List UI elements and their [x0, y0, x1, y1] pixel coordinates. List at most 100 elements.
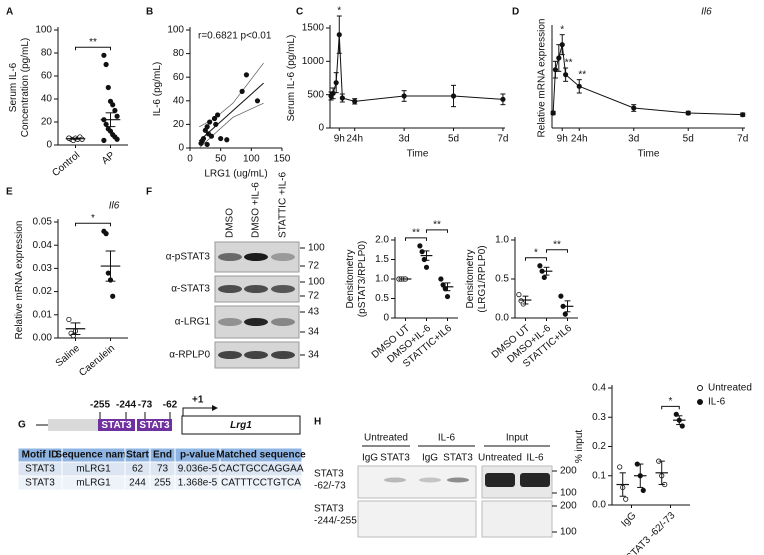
data-point [224, 137, 230, 143]
table-cell-text: CACTGCCAGGAA [218, 464, 303, 475]
y-axis-label: Serum IL-6 (pg/mL) [286, 35, 297, 122]
y-tick-label: 0 [318, 123, 324, 134]
legend-marker [697, 399, 703, 405]
data-point [558, 293, 564, 299]
group-label: IL-6 [438, 433, 456, 444]
data-point [211, 115, 218, 122]
y-tick-label: 80 [173, 48, 185, 59]
regression-line [198, 82, 264, 142]
data-point [204, 141, 210, 148]
promoter-region [48, 419, 98, 431]
data-point [617, 464, 623, 470]
significance-label: ** [578, 69, 586, 80]
blot-band [218, 285, 242, 293]
legend-label: IL-6 [708, 397, 726, 408]
blot-band [485, 473, 515, 487]
y-tick-label: 0.01 [33, 309, 53, 320]
legend-marker [697, 385, 703, 391]
y-tick-label: 60 [173, 72, 185, 83]
table-header: Sequence name [55, 450, 132, 461]
blot-band [271, 351, 295, 359]
data-point [631, 105, 637, 111]
y-tick-label: 0.5 [495, 274, 509, 285]
gene-label: Lrg1 [230, 420, 252, 431]
legend-label: Untreated [708, 383, 752, 394]
blot-band [244, 351, 268, 359]
blot-band [218, 318, 242, 326]
table-cell-text: 255 [154, 478, 171, 489]
data-point [417, 243, 423, 249]
blot-band [384, 477, 406, 483]
data-point [333, 80, 339, 86]
mw-marker: 100 [560, 488, 577, 499]
y-tick-label: 0.5 [375, 293, 389, 304]
data-point [576, 83, 582, 89]
data-point [103, 61, 109, 68]
mw-marker: 72 [308, 261, 320, 272]
x-tick-label: Saline [54, 343, 83, 370]
gene-box [181, 415, 301, 435]
mw-marker: 100 [560, 527, 577, 538]
table-cell-text: 244 [129, 478, 146, 489]
data-point [112, 107, 118, 114]
significance-label: * [534, 247, 538, 258]
blot-panel [357, 500, 477, 538]
significance-bracket [75, 222, 111, 227]
data-point [339, 95, 345, 101]
blot-column-label: STATTIC +IL-6 [278, 172, 289, 238]
y-axis-label: Serum IL-6 [8, 62, 19, 112]
blot-panel [357, 465, 477, 499]
blot-band [271, 253, 295, 261]
data-point [103, 231, 109, 237]
panel-label: D [512, 7, 519, 18]
table-cell-text: CATTTCCTGTCA [221, 478, 301, 489]
y-axis-label: Relative mRNA expression [537, 19, 548, 138]
blot-band [218, 253, 242, 261]
blot-band [447, 477, 469, 483]
x-tick-label: AP [100, 150, 118, 167]
blot-row-label: α-STAT3 [171, 284, 210, 295]
table-cell-text: mLRG1 [76, 464, 111, 475]
data-point [640, 487, 646, 493]
table-cell-text: 9.036e-5 [178, 464, 218, 475]
significance-label: * [337, 6, 341, 17]
group-label: Untreated [364, 433, 408, 444]
significance-label: ** [433, 219, 441, 230]
x-tick-label: Caerulein [77, 343, 117, 379]
x-tick-label: 0 [187, 154, 193, 165]
mw-marker: 200 [560, 466, 577, 477]
stat3-box-label: STAT3 [101, 420, 132, 431]
y-tick-label: 0 [178, 143, 184, 154]
data-point [352, 98, 358, 104]
y-axis-label: % input [574, 430, 585, 464]
data-point [101, 137, 107, 143]
data-point [66, 316, 72, 323]
y-axis-label: (pSTAT3/RPLP0) [357, 241, 368, 317]
data-point [110, 293, 116, 299]
blot-band [271, 318, 295, 326]
x-tick-label: 5d [683, 134, 694, 145]
data-point [423, 264, 430, 270]
confidence-band [199, 62, 264, 128]
data-point [401, 93, 407, 99]
stat3-box [137, 419, 172, 431]
data-point [330, 90, 336, 96]
data-point [556, 55, 562, 61]
y-tick-label: 1.5 [375, 254, 389, 265]
data-point [103, 121, 109, 127]
blot-band [244, 318, 268, 326]
stat3-box-label: STAT3 [139, 420, 170, 431]
x-axis-label: LRG1 (ug/mL) [204, 169, 267, 180]
lane-label: STAT3 [380, 453, 410, 464]
y-axis-label: Relative mRNA expression [14, 221, 25, 340]
y-tick-label: 100 [167, 25, 184, 36]
mw-marker: 100 [308, 277, 325, 288]
x-tick-label: 24h [571, 134, 588, 145]
data-point [336, 32, 342, 38]
mw-marker: 100 [308, 243, 325, 254]
x-axis-label: Time [638, 149, 660, 160]
table-cell-text: mLRG1 [76, 478, 111, 489]
y-tick-label: 0 [383, 313, 389, 324]
y-axis-label: Concentration (pg/mL) [20, 38, 31, 138]
significance-bracket [75, 46, 111, 51]
